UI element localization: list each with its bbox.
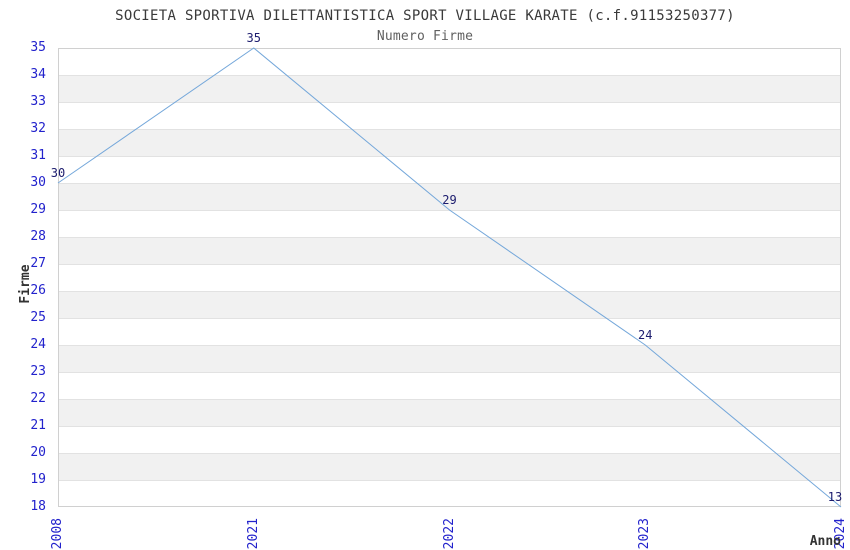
y-axis-title: Firme — [18, 263, 33, 304]
y-tick-label: 25 — [30, 310, 46, 325]
x-tick-label: 2021 — [245, 518, 261, 550]
plot-band — [58, 291, 841, 318]
x-tick-label: 2023 — [637, 518, 653, 550]
y-tick-label: 28 — [30, 229, 46, 244]
plot-band — [58, 480, 841, 507]
y-tick-label: 34 — [30, 67, 46, 82]
data-point-label: 29 — [442, 193, 457, 207]
y-tick-label: 35 — [30, 40, 46, 55]
y-tick-label: 27 — [30, 256, 46, 271]
x-tick-label: 2022 — [441, 518, 457, 550]
series-line — [57, 47, 842, 508]
data-point-label: 35 — [246, 31, 261, 45]
plot-band — [58, 372, 841, 399]
plot-band — [58, 48, 841, 75]
plot-band — [58, 102, 841, 129]
y-tick-label: 29 — [30, 202, 46, 217]
y-tick-label: 33 — [30, 94, 46, 109]
chart-title: SOCIETA SPORTIVA DILETTANTISTICA SPORT V… — [115, 8, 735, 24]
y-tick-label: 32 — [30, 121, 46, 136]
plot-band — [58, 156, 841, 183]
plot-band — [58, 426, 841, 453]
data-point-label: 30 — [50, 166, 66, 180]
x-axis-title: Anno — [809, 534, 841, 549]
data-point-label: 24 — [638, 328, 653, 342]
y-tick-label: 23 — [30, 364, 46, 379]
plot-border — [58, 48, 841, 507]
plot-band — [58, 237, 841, 264]
plot-band — [58, 129, 841, 156]
plot-band — [58, 399, 841, 426]
data-point-label: 13 — [827, 490, 843, 504]
y-tick-label: 22 — [30, 391, 46, 406]
plot-band — [58, 453, 841, 480]
y-tick-label: 31 — [30, 148, 46, 163]
chart-subtitle: Numero Firme — [376, 29, 474, 44]
y-tick-label: 24 — [30, 337, 46, 352]
y-tick-label: 18 — [30, 499, 46, 514]
plot-band — [58, 75, 841, 102]
x-tick-label: 2008 — [50, 518, 65, 550]
y-tick-label: 30 — [30, 175, 46, 190]
plot-band — [58, 183, 841, 210]
y-tick-label: 20 — [30, 445, 46, 460]
y-tick-label: 19 — [30, 472, 46, 487]
plot-band — [58, 318, 841, 345]
plot-band — [58, 345, 841, 372]
plot-band — [58, 210, 841, 237]
y-tick-label: 21 — [30, 418, 46, 433]
plot-band — [58, 264, 841, 291]
y-tick-label: 26 — [30, 283, 46, 298]
